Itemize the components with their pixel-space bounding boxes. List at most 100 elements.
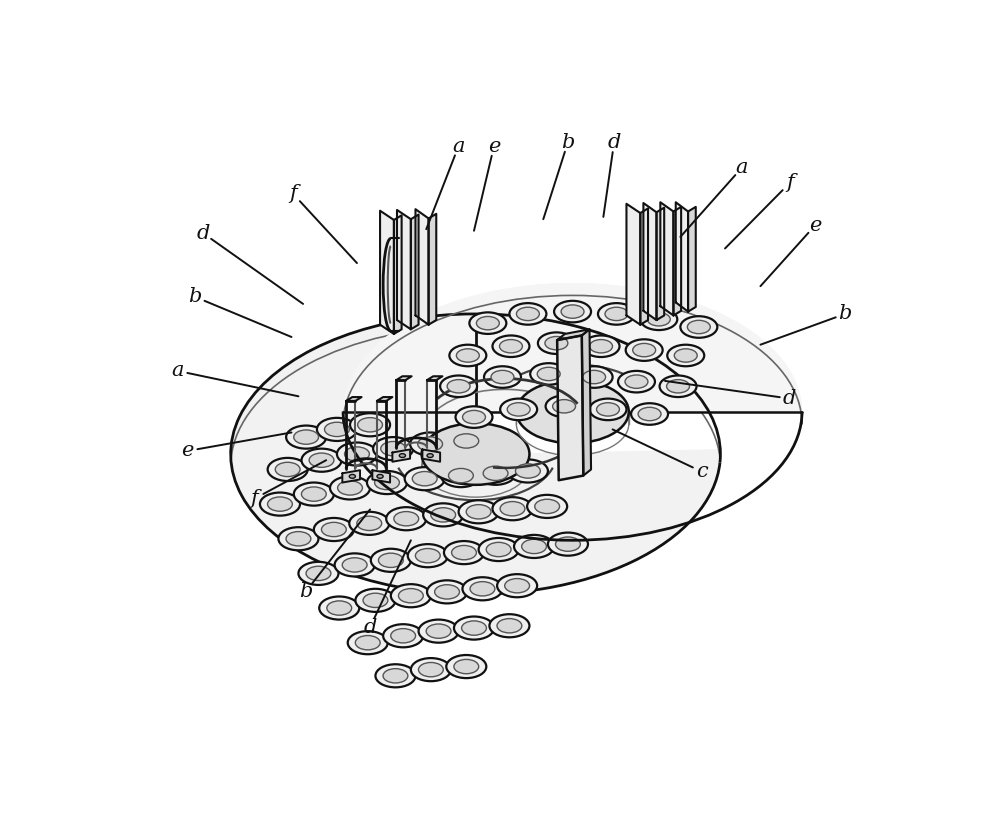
Text: d: d: [607, 132, 621, 151]
Ellipse shape: [459, 500, 499, 523]
Ellipse shape: [418, 662, 443, 676]
Polygon shape: [643, 203, 656, 320]
Ellipse shape: [375, 664, 415, 687]
Ellipse shape: [626, 339, 663, 361]
Text: e: e: [809, 215, 821, 235]
Ellipse shape: [489, 614, 529, 637]
Ellipse shape: [556, 537, 580, 552]
Ellipse shape: [314, 518, 354, 541]
Ellipse shape: [349, 512, 389, 535]
Ellipse shape: [538, 332, 575, 354]
Text: f: f: [786, 174, 794, 192]
Ellipse shape: [371, 549, 411, 572]
Ellipse shape: [484, 366, 521, 388]
Text: e: e: [181, 442, 194, 460]
Polygon shape: [411, 215, 419, 329]
Ellipse shape: [476, 462, 516, 485]
Ellipse shape: [363, 593, 388, 607]
Ellipse shape: [286, 532, 311, 546]
Ellipse shape: [631, 404, 668, 425]
Polygon shape: [343, 283, 802, 412]
Ellipse shape: [383, 624, 423, 647]
Ellipse shape: [469, 312, 506, 334]
Ellipse shape: [625, 375, 648, 389]
Text: f: f: [289, 184, 297, 203]
Text: a: a: [452, 136, 465, 156]
Ellipse shape: [415, 548, 440, 562]
Ellipse shape: [618, 371, 655, 393]
Ellipse shape: [454, 660, 479, 674]
Ellipse shape: [507, 403, 530, 416]
Ellipse shape: [535, 499, 560, 513]
Polygon shape: [231, 317, 720, 594]
Ellipse shape: [492, 498, 533, 520]
Ellipse shape: [419, 620, 459, 642]
Polygon shape: [626, 204, 640, 324]
Ellipse shape: [633, 344, 656, 357]
Ellipse shape: [454, 433, 479, 448]
Ellipse shape: [348, 631, 388, 654]
Ellipse shape: [301, 487, 326, 501]
Ellipse shape: [399, 453, 405, 458]
Ellipse shape: [446, 655, 486, 678]
Ellipse shape: [383, 669, 408, 683]
Ellipse shape: [435, 585, 459, 599]
Ellipse shape: [680, 316, 717, 338]
Ellipse shape: [492, 335, 529, 357]
Ellipse shape: [422, 423, 529, 485]
Ellipse shape: [605, 307, 628, 320]
Ellipse shape: [330, 477, 370, 499]
Ellipse shape: [514, 535, 554, 558]
Ellipse shape: [391, 584, 431, 607]
Text: f: f: [251, 489, 258, 508]
Polygon shape: [557, 329, 590, 340]
Ellipse shape: [576, 366, 613, 388]
Ellipse shape: [345, 447, 369, 461]
Polygon shape: [660, 202, 673, 315]
Ellipse shape: [355, 636, 380, 650]
Ellipse shape: [537, 367, 560, 381]
Ellipse shape: [294, 483, 334, 506]
Ellipse shape: [449, 344, 486, 366]
Ellipse shape: [373, 437, 413, 460]
Ellipse shape: [638, 408, 661, 421]
Ellipse shape: [418, 437, 443, 451]
Ellipse shape: [358, 418, 382, 432]
Ellipse shape: [456, 406, 492, 428]
Ellipse shape: [321, 522, 346, 537]
Ellipse shape: [505, 578, 530, 593]
Ellipse shape: [286, 425, 326, 448]
Text: b: b: [299, 582, 313, 601]
Ellipse shape: [548, 532, 588, 556]
Polygon shape: [688, 207, 696, 312]
Ellipse shape: [444, 541, 484, 564]
Ellipse shape: [268, 458, 308, 481]
Ellipse shape: [447, 379, 470, 393]
Ellipse shape: [463, 410, 485, 423]
Ellipse shape: [268, 497, 292, 511]
Ellipse shape: [431, 508, 456, 522]
Ellipse shape: [440, 375, 477, 397]
Ellipse shape: [319, 597, 359, 620]
Ellipse shape: [454, 617, 494, 640]
Ellipse shape: [410, 433, 450, 456]
Polygon shape: [397, 210, 411, 329]
Ellipse shape: [302, 448, 342, 472]
Ellipse shape: [597, 403, 619, 416]
Ellipse shape: [335, 553, 375, 577]
Ellipse shape: [394, 512, 419, 526]
Ellipse shape: [545, 336, 568, 349]
Text: d: d: [783, 389, 796, 409]
Polygon shape: [557, 335, 583, 480]
Polygon shape: [346, 397, 362, 401]
Ellipse shape: [386, 508, 426, 530]
Ellipse shape: [452, 546, 476, 560]
Ellipse shape: [561, 305, 584, 319]
Ellipse shape: [590, 399, 626, 420]
Ellipse shape: [486, 542, 511, 557]
Ellipse shape: [260, 493, 300, 516]
Ellipse shape: [515, 463, 540, 478]
Text: c: c: [696, 463, 708, 481]
Ellipse shape: [491, 370, 514, 384]
Ellipse shape: [500, 399, 537, 420]
